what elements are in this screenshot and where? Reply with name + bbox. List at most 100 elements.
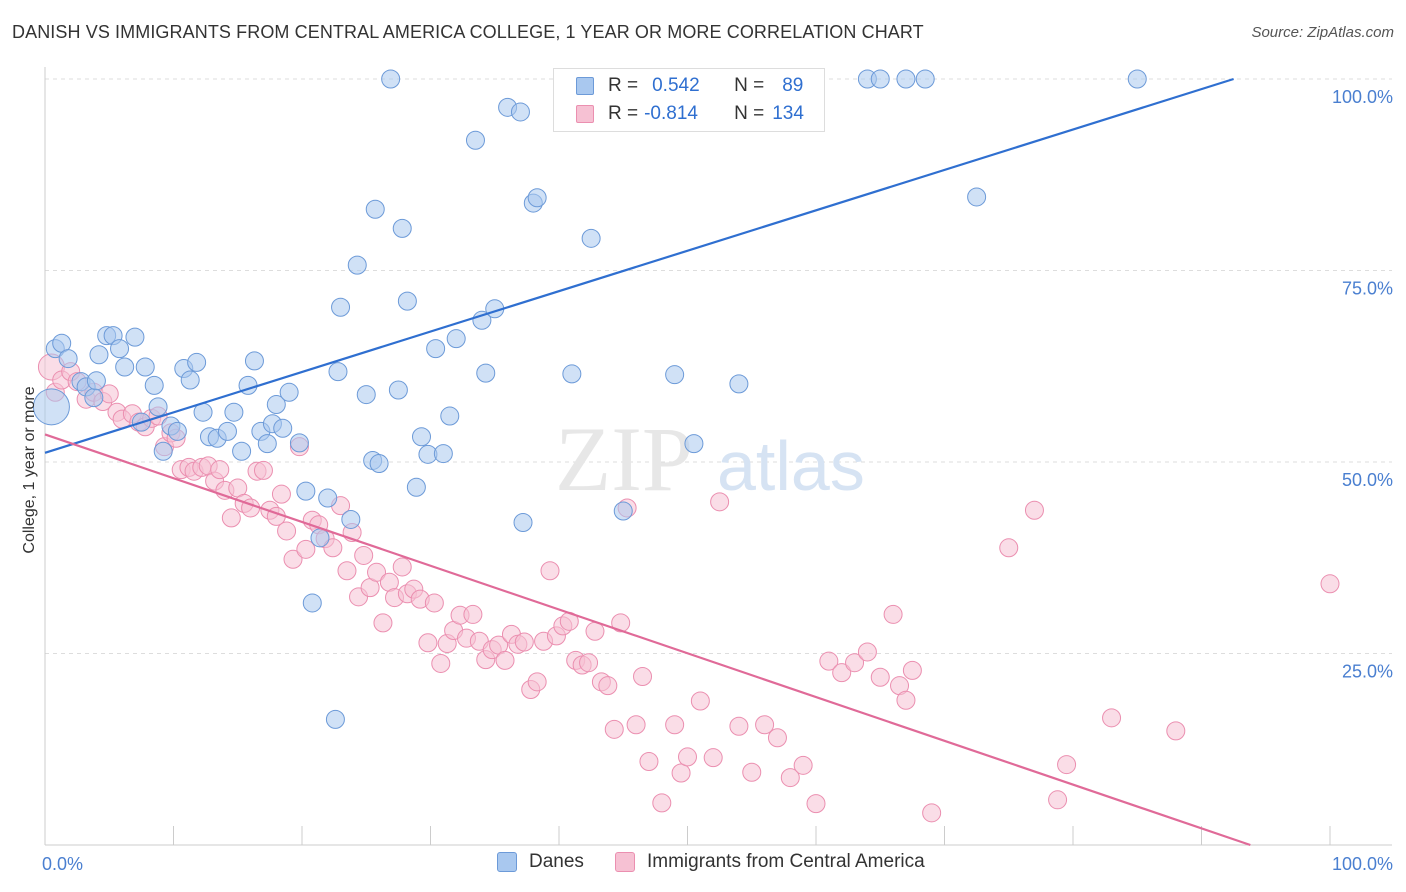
- data-point: [302, 593, 322, 613]
- legend-row-danes: R = 0.542 N = 89: [576, 74, 803, 98]
- data-point: [514, 632, 534, 652]
- r-label: R =: [608, 103, 639, 124]
- data-point: [446, 329, 466, 349]
- data-point: [210, 460, 230, 480]
- data-point: [639, 752, 659, 772]
- data-point: [283, 549, 303, 569]
- n-label: N =: [734, 75, 765, 96]
- data-point: [277, 521, 297, 541]
- data-point: [527, 188, 547, 208]
- data-point: [922, 803, 942, 823]
- data-point: [153, 441, 173, 461]
- data-point: [433, 444, 453, 464]
- data-point: [604, 719, 624, 739]
- data-point: [356, 385, 376, 405]
- data-point: [337, 561, 357, 581]
- data-point: [325, 709, 345, 729]
- watermark-atlas: atlas: [717, 427, 865, 505]
- data-point: [729, 716, 749, 736]
- data-point: [665, 365, 685, 385]
- data-point: [883, 604, 903, 624]
- data-point: [323, 538, 343, 558]
- trend-line-central-america: [44, 433, 1251, 847]
- data-point: [392, 218, 412, 238]
- data-point: [967, 187, 987, 207]
- data-point: [579, 653, 599, 673]
- data-point: [1102, 708, 1122, 728]
- trend-lines: [44, 77, 1251, 847]
- data-point: [373, 613, 393, 633]
- trend-line-danes: [44, 77, 1234, 454]
- data-point: [418, 633, 438, 653]
- data-point: [244, 351, 264, 371]
- data-point: [626, 715, 646, 735]
- data-point: [633, 666, 653, 686]
- series-danes: [32, 69, 1147, 729]
- data-point: [495, 650, 515, 670]
- data-point: [388, 380, 408, 400]
- data-point: [581, 228, 601, 248]
- data-point: [232, 441, 252, 461]
- data-point: [426, 339, 446, 359]
- central-america-swatch: [576, 105, 594, 123]
- data-point: [832, 663, 852, 683]
- data-point: [678, 747, 697, 767]
- data-point: [331, 297, 351, 317]
- data-point: [412, 427, 432, 447]
- data-point: [1127, 69, 1147, 89]
- data-point: [289, 433, 309, 453]
- data-point: [84, 388, 104, 408]
- data-point: [381, 69, 401, 89]
- data-point: [328, 362, 348, 382]
- data-point: [180, 370, 200, 390]
- data-point: [780, 768, 800, 788]
- data-point: [424, 593, 444, 613]
- x-tick-label: 0.0%: [42, 854, 83, 874]
- data-point: [902, 660, 922, 680]
- data-point: [135, 357, 155, 377]
- source-credit: Source: ZipAtlas.com: [1251, 24, 1394, 41]
- legend-label-danes: Danes: [529, 851, 584, 872]
- data-point: [144, 375, 164, 395]
- r-value: 0.542: [652, 75, 700, 96]
- data-point: [296, 481, 316, 501]
- data-point: [221, 508, 241, 528]
- data-point: [1057, 755, 1077, 775]
- data-point: [279, 382, 299, 402]
- data-point: [397, 291, 417, 311]
- legend-label-central-america: Immigrants from Central America: [647, 851, 925, 872]
- data-point: [870, 667, 890, 687]
- n-value: 134: [772, 103, 804, 124]
- data-point: [273, 418, 293, 438]
- data-point: [58, 349, 78, 369]
- data-point: [341, 509, 361, 529]
- data-point: [125, 327, 145, 347]
- data-point: [611, 613, 631, 633]
- legend-item-central-america[interactable]: Immigrants from Central America: [615, 851, 925, 873]
- data-point: [89, 345, 109, 365]
- data-point: [755, 715, 775, 735]
- series-legend: Danes Immigrants from Central America: [0, 851, 1406, 877]
- r-label: R =: [608, 75, 639, 96]
- data-point: [767, 728, 787, 748]
- data-point: [440, 406, 460, 426]
- stats-legend: R = 0.542 N = 89 R = -0.814 N = 134: [553, 68, 825, 132]
- data-point: [665, 715, 685, 735]
- data-point: [392, 557, 412, 577]
- data-point: [613, 501, 633, 521]
- n-value: 89: [782, 75, 804, 96]
- legend-item-danes[interactable]: Danes: [497, 851, 584, 873]
- data-point: [224, 402, 244, 422]
- data-point: [354, 545, 374, 565]
- data-point: [710, 492, 730, 512]
- legend-row-central-america: R = -0.814 N = 134: [576, 102, 804, 126]
- data-point: [115, 357, 135, 377]
- chart-title: DANISH VS IMMIGRANTS FROM CENTRAL AMERIC…: [12, 22, 924, 42]
- y-tick-label: 50.0%: [1342, 470, 1393, 490]
- r-value: -0.814: [644, 103, 698, 124]
- data-point: [86, 371, 106, 391]
- data-point: [1024, 500, 1044, 520]
- data-point: [896, 69, 916, 89]
- data-point: [476, 363, 496, 383]
- data-point: [819, 651, 839, 671]
